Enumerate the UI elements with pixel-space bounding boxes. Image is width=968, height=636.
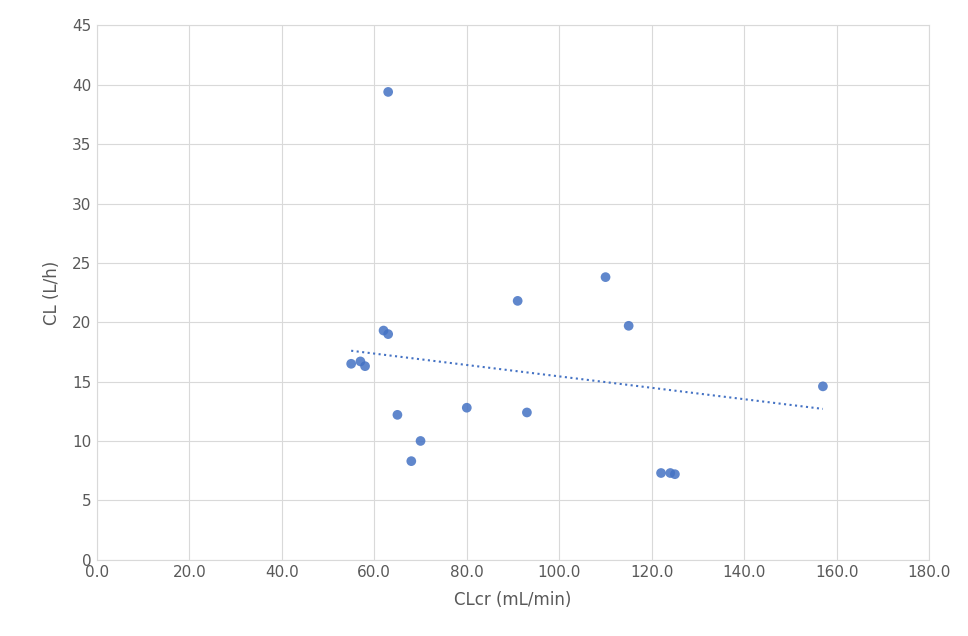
- Point: [412, 436, 428, 446]
- Point: [598, 272, 614, 282]
- X-axis label: CLcr (mL/min): CLcr (mL/min): [454, 591, 572, 609]
- Point: [380, 87, 396, 97]
- Point: [404, 456, 419, 466]
- Point: [815, 381, 831, 391]
- Point: [376, 326, 391, 336]
- Point: [459, 403, 474, 413]
- Point: [352, 356, 368, 366]
- Point: [653, 468, 669, 478]
- Point: [519, 408, 534, 418]
- Point: [667, 469, 682, 480]
- Point: [380, 329, 396, 339]
- Point: [390, 410, 406, 420]
- Point: [510, 296, 526, 306]
- Point: [344, 359, 359, 369]
- Point: [620, 321, 636, 331]
- Point: [357, 361, 373, 371]
- Y-axis label: CL (L/h): CL (L/h): [43, 260, 61, 325]
- Point: [662, 468, 678, 478]
